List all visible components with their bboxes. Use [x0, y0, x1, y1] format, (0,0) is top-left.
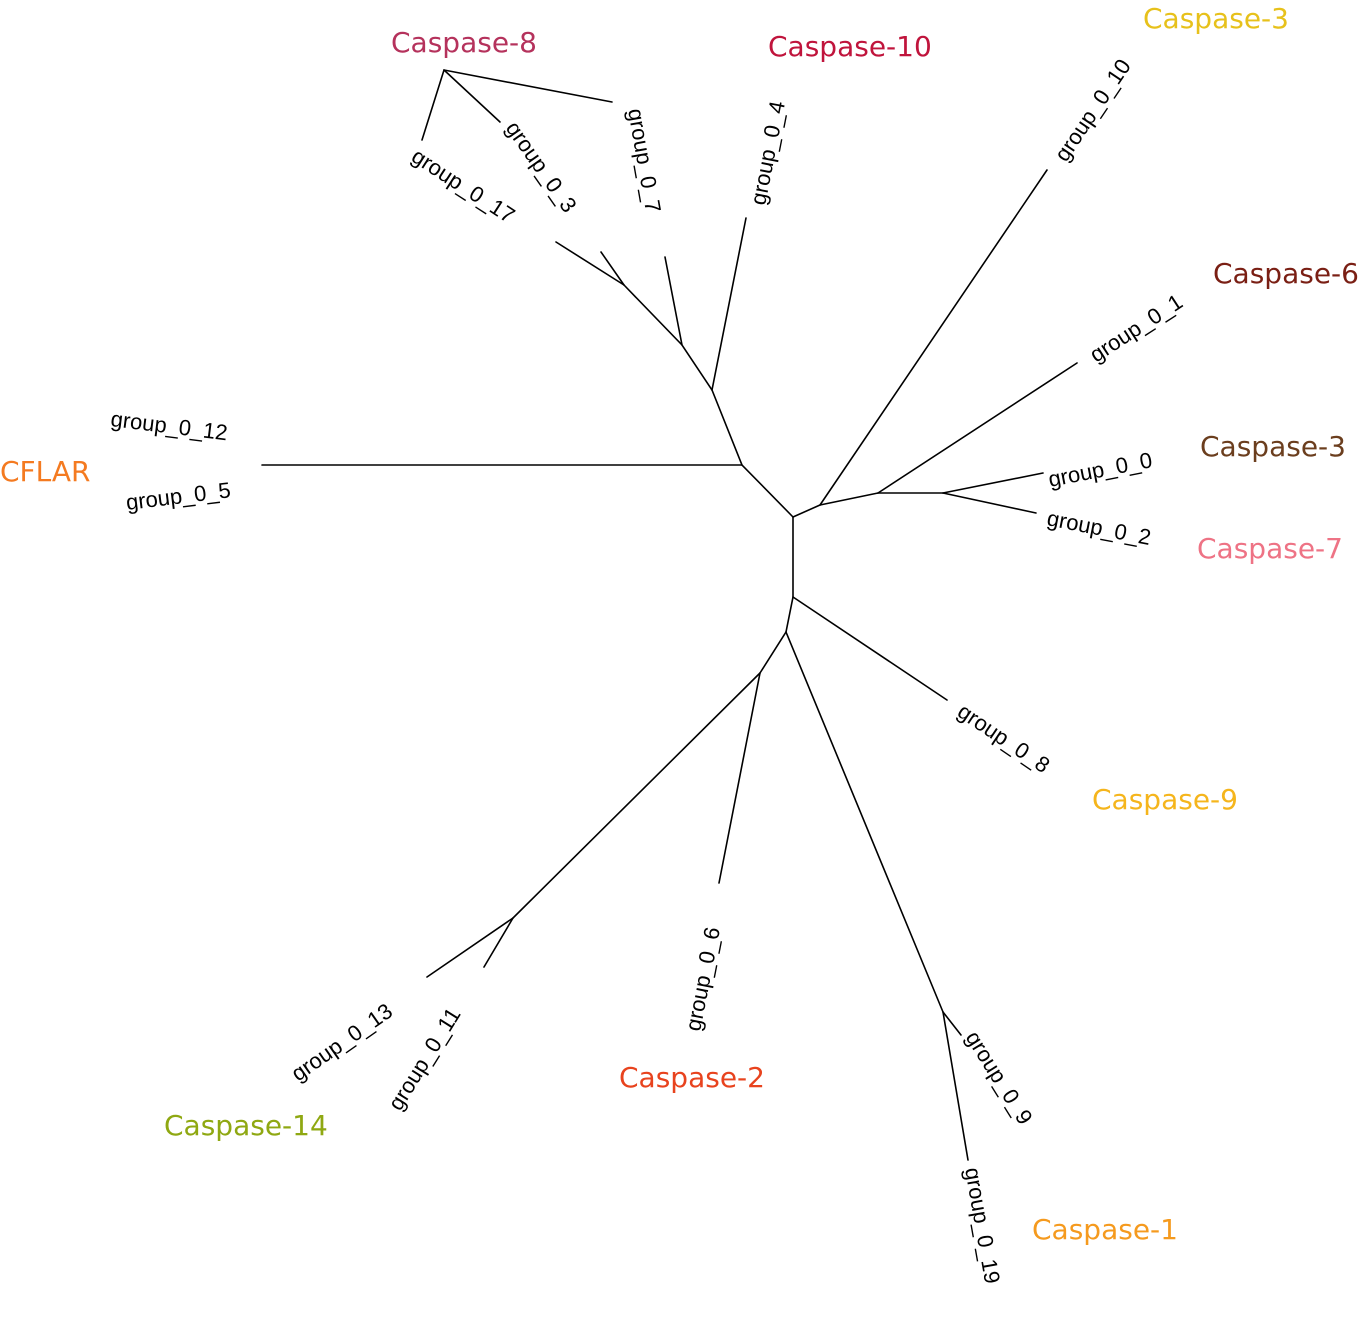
branch-group-0-17	[555, 241, 625, 286]
branch-right-inner	[819, 492, 879, 506]
leaf-label: group_0_17	[407, 143, 519, 228]
branch-group-0-1	[877, 362, 1078, 494]
leaf-label: group_0_0	[1046, 447, 1154, 492]
branch-group-0-13	[426, 917, 514, 978]
family-labels: CFLAR Caspase-8 Caspase-10 Caspase-3 Cas…	[0, 2, 1359, 1246]
family-label-caspase-3: Caspase-3	[1200, 430, 1346, 463]
branch-caspase-1-stem	[785, 631, 944, 1013]
leaf-label: group_0_2	[1045, 505, 1153, 550]
family-label-caspase-1: Caspase-1	[1032, 1213, 1178, 1246]
family-label-cflar: CFLAR	[0, 455, 91, 488]
branch-group-0-10	[819, 169, 1048, 506]
branch-right-stem	[792, 504, 821, 518]
leaf-label: group_0_13	[287, 998, 398, 1086]
leaf-label: group_0_5	[125, 477, 232, 515]
branch-group-0-7	[664, 256, 683, 346]
branch-caspase-14-stem	[512, 672, 761, 919]
family-label-caspase-7: Caspase-7	[1197, 532, 1343, 565]
family-label-caspase-8: Caspase-8	[391, 26, 537, 59]
leaf-label: group_0_8	[953, 698, 1054, 778]
branch-group-0-11	[483, 917, 514, 968]
branch-group-0-8	[792, 596, 948, 701]
leaf-label: group_0_1	[1085, 289, 1187, 367]
caspase-8-bracket-mid	[443, 69, 501, 123]
branch-backbone-center	[785, 516, 794, 633]
leaf-label: group_0_7	[623, 107, 666, 215]
family-label-caspase-3-top: Caspase-3	[1143, 2, 1289, 35]
branch-group-0-19	[942, 1011, 969, 1161]
branch-group-0-9	[942, 1011, 962, 1036]
family-label-caspase-10: Caspase-10	[768, 30, 932, 63]
leaf-label: group_0_6	[680, 925, 725, 1033]
branch-group-0-3	[600, 251, 625, 286]
leaf-label: group_0_19	[960, 1166, 1005, 1286]
family-label-caspase-9: Caspase-9	[1092, 783, 1238, 816]
branch-group-0-0	[942, 472, 1044, 494]
family-label-caspase-2: Caspase-2	[619, 1061, 765, 1094]
leaf-label: group_0_11	[383, 1003, 466, 1114]
family-label-caspase-14: Caspase-14	[164, 1109, 328, 1142]
branch-group-0-2	[942, 492, 1037, 514]
branch-group-0-4	[711, 217, 747, 391]
leaf-label: group_0_4	[745, 99, 790, 207]
leaf-labels: group_0_12 group_0_5 group_0_17 group_0_…	[109, 54, 1187, 1285]
leaf-label: group_0_9	[961, 1026, 1038, 1128]
leaf-label: group_0_10	[1049, 54, 1135, 165]
tree-branches	[261, 69, 1078, 1161]
branch-lower-left-stem	[759, 631, 787, 674]
branch-backbone-upper	[623, 284, 794, 518]
family-label-caspase-6: Caspase-6	[1213, 257, 1359, 290]
branch-group-0-6	[718, 672, 761, 884]
leaf-label: group_0_12	[109, 406, 229, 445]
